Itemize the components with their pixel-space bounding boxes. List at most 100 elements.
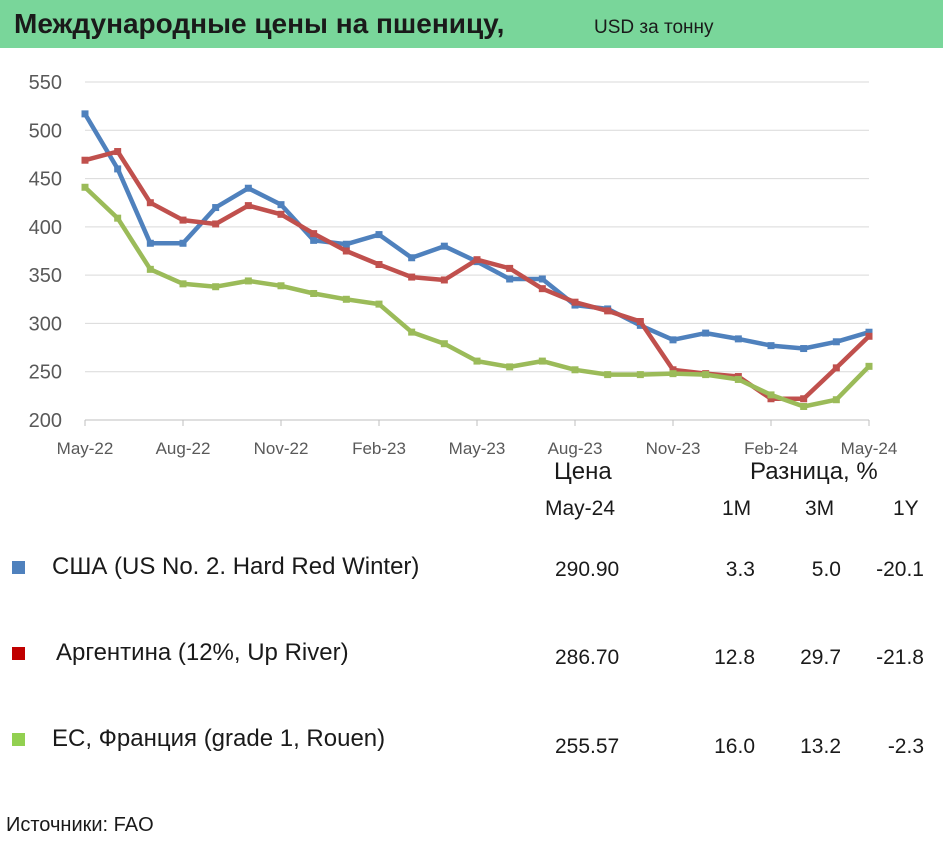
y-tick-label-450: 450 <box>29 169 62 191</box>
series-0-point-1 <box>114 165 122 173</box>
x-tick-label-May-22: May-22 <box>57 439 114 458</box>
series-0-point-13 <box>506 275 514 283</box>
series-0-point-20 <box>734 335 742 343</box>
series-2-point-20 <box>734 375 742 383</box>
series-2-point-1 <box>114 214 122 222</box>
x-tick-label-Nov-22: Nov-22 <box>254 439 309 458</box>
series-1-point-22 <box>800 395 808 403</box>
series-1-point-2 <box>146 199 154 207</box>
y-tick-label-550: 550 <box>29 72 62 94</box>
series-1-point-23 <box>832 364 840 372</box>
legend-label-eu-france: ЕС, Франция (grade 1, Rouen) <box>52 725 386 752</box>
series-1-point-8 <box>342 247 350 255</box>
series-2-point-5 <box>244 277 252 285</box>
series-1-point-21 <box>767 395 775 403</box>
col-1m-header: 1M <box>722 497 752 520</box>
series-0-point-22 <box>800 345 808 353</box>
series-0-point-4 <box>212 204 220 212</box>
series-1-point-10 <box>408 273 416 281</box>
series-1-point-3 <box>179 216 187 224</box>
series-1-point-4 <box>212 220 220 228</box>
series-2-point-12 <box>473 357 481 365</box>
col-1y-header: 1Y <box>893 497 919 520</box>
series-2-point-0 <box>81 183 89 191</box>
series-0-point-24 <box>865 328 873 336</box>
series-2-point-15 <box>571 366 579 374</box>
price-date-header: May-24 <box>545 497 616 520</box>
series-2-point-22 <box>800 402 808 410</box>
series-line-0 <box>82 111 872 351</box>
series-0-point-10 <box>408 254 416 262</box>
legend-marker-eu-france <box>12 733 25 746</box>
series-2-point-19 <box>702 371 710 379</box>
x-tick-label-May-23: May-23 <box>449 439 506 458</box>
series-0-point-11 <box>440 242 448 250</box>
change-1m-usa: 3.3 <box>725 558 755 581</box>
price-header: Цена <box>554 458 612 485</box>
series-1-point-6 <box>277 210 285 218</box>
chart-subtitle: USD за тонну <box>594 17 714 38</box>
series-2-point-16 <box>604 371 612 379</box>
series-1-point-14 <box>538 285 546 293</box>
series-2-point-13 <box>506 363 514 371</box>
y-tick-label-300: 300 <box>29 313 62 335</box>
series-1-point-0 <box>81 156 89 164</box>
series-0-point-21 <box>767 342 775 350</box>
series-1-point-7 <box>310 230 318 238</box>
series-2-point-2 <box>146 265 154 273</box>
y-tick-label-200: 200 <box>29 410 62 432</box>
change-1y-argentina: -21.8 <box>876 646 924 669</box>
series-1-point-16 <box>604 307 612 315</box>
change-1y-usa: -20.1 <box>876 558 924 581</box>
series-1-point-15 <box>571 298 579 306</box>
series-0-point-3 <box>179 239 187 247</box>
source-note: Источники: FAO <box>6 814 154 836</box>
x-tick-label-Nov-23: Nov-23 <box>646 439 701 458</box>
series-2-point-6 <box>277 282 285 290</box>
change-1m-eu-france: 16.0 <box>714 735 755 758</box>
x-tick-label-May-24: May-24 <box>841 439 898 458</box>
x-tick-label-Aug-22: Aug-22 <box>156 439 211 458</box>
title-bar: Международные цены на пшеницу, USD за то… <box>0 0 943 48</box>
series-2-point-10 <box>408 328 416 336</box>
series-2-point-14 <box>538 357 546 365</box>
change-3m-eu-france: 13.2 <box>800 735 841 758</box>
chart-title: Международные цены на пшеницу, <box>14 8 505 39</box>
series-0-point-14 <box>538 275 546 283</box>
series-2-point-18 <box>669 370 677 378</box>
x-tick-label-Feb-23: Feb-23 <box>352 439 406 458</box>
series-2-point-23 <box>832 396 840 404</box>
series-2-point-11 <box>440 340 448 348</box>
change-3m-usa: 5.0 <box>811 558 841 581</box>
series-1-point-24 <box>865 332 873 340</box>
series-1-point-18 <box>669 366 677 374</box>
series-0-point-5 <box>244 184 252 192</box>
price-eu-france: 255.57 <box>555 735 620 758</box>
series-1-point-17 <box>636 317 644 325</box>
series-0-point-6 <box>277 201 285 209</box>
x-tick-label-Aug-23: Aug-23 <box>548 439 603 458</box>
series-1-point-12 <box>473 256 481 264</box>
series-0-point-7 <box>310 236 318 244</box>
x-tick-label-Feb-24: Feb-24 <box>744 439 798 458</box>
change-1m-argentina: 12.8 <box>714 646 755 669</box>
col-3m-header: 3M <box>805 497 835 520</box>
y-tick-label-500: 500 <box>29 120 62 142</box>
series-1-point-11 <box>440 276 448 284</box>
series-0-point-8 <box>342 240 350 248</box>
series-2-point-21 <box>767 391 775 399</box>
series-0-point-0 <box>81 110 89 118</box>
y-tick-label-400: 400 <box>29 217 62 239</box>
series-0-point-23 <box>832 338 840 346</box>
series-2-point-9 <box>375 300 383 308</box>
series-1-point-1 <box>114 148 122 156</box>
y-tick-label-350: 350 <box>29 265 62 287</box>
price-line-chart: 200 250 300 350 400 450 500 550 May-22 Aug-22 Nov-… <box>29 72 898 458</box>
series-2-point-3 <box>179 280 187 288</box>
y-tick-label-250: 250 <box>29 362 62 384</box>
series-2-point-24 <box>865 362 873 370</box>
legend-marker-argentina <box>12 647 25 660</box>
price-argentina: 286.70 <box>555 646 620 669</box>
series-0-point-18 <box>669 336 677 344</box>
series-2-point-8 <box>342 295 350 303</box>
